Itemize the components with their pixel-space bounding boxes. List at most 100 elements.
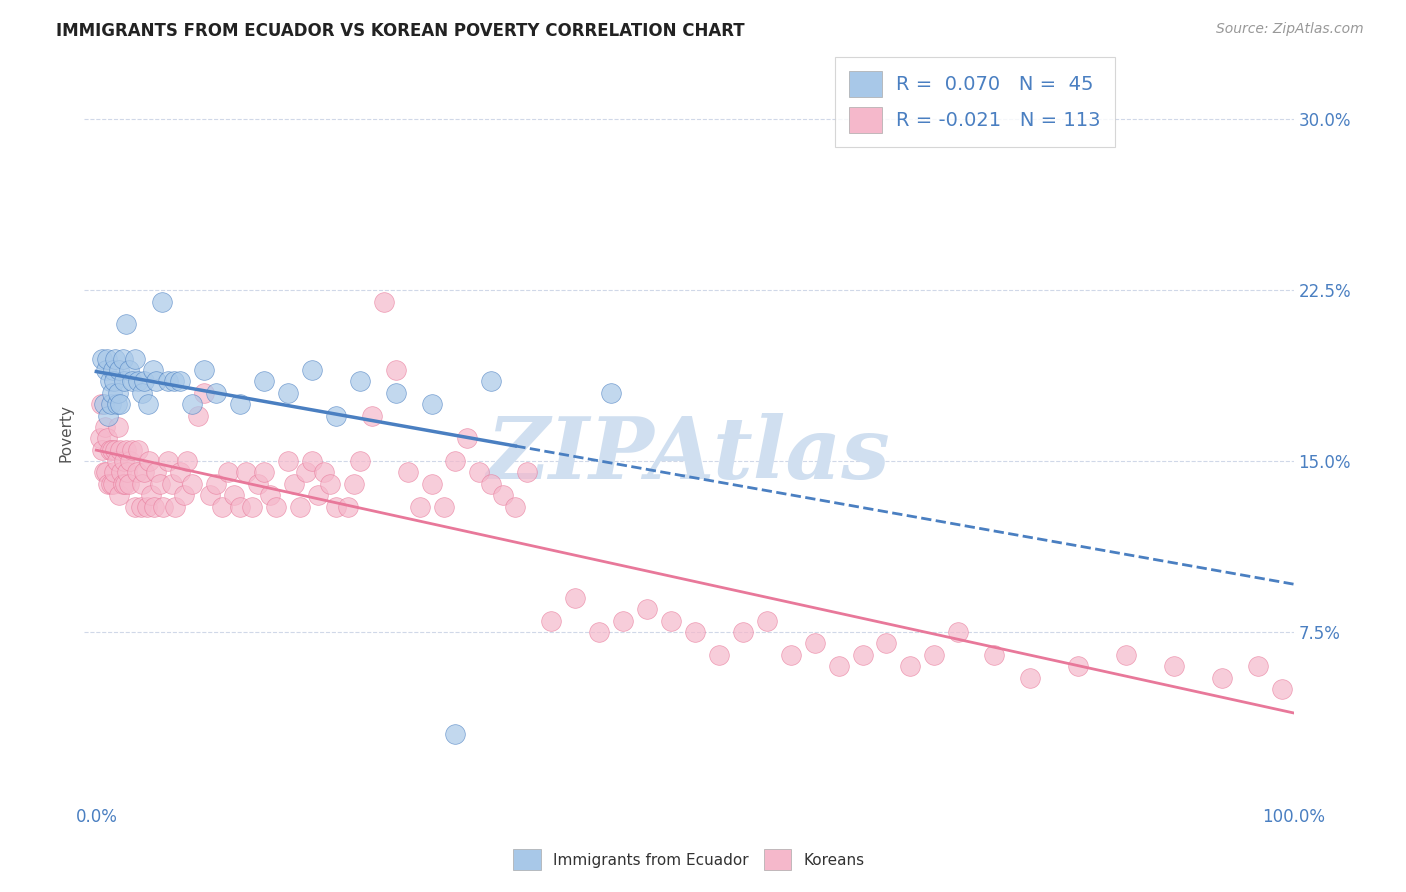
- Point: [803, 636, 825, 650]
- Point: [112, 375, 135, 389]
- Point: [124, 500, 146, 514]
- Point: [900, 659, 922, 673]
- Point: [343, 476, 366, 491]
- Point: [1246, 659, 1268, 673]
- Point: [277, 385, 299, 400]
- Point: [420, 397, 443, 411]
- Point: [91, 442, 114, 457]
- Point: [349, 375, 371, 389]
- Point: [540, 614, 562, 628]
- Point: [851, 648, 873, 662]
- Point: [94, 363, 117, 377]
- Point: [97, 409, 120, 423]
- Point: [277, 454, 299, 468]
- Point: [129, 500, 152, 514]
- Point: [707, 648, 730, 662]
- Point: [229, 397, 252, 411]
- Point: [193, 363, 215, 377]
- Point: [101, 363, 124, 377]
- Point: [875, 636, 897, 650]
- Point: [93, 397, 115, 411]
- Point: [141, 488, 163, 502]
- Point: [259, 488, 281, 502]
- Point: [360, 409, 382, 423]
- Point: [1019, 671, 1042, 685]
- Point: [101, 442, 124, 457]
- Point: [481, 375, 503, 389]
- Point: [779, 648, 801, 662]
- Point: [325, 409, 347, 423]
- Point: [659, 614, 682, 628]
- Point: [89, 431, 111, 445]
- Point: [253, 375, 276, 389]
- Point: [173, 488, 195, 502]
- Point: [105, 454, 128, 468]
- Y-axis label: Poverty: Poverty: [58, 403, 73, 462]
- Point: [420, 476, 443, 491]
- Point: [98, 442, 121, 457]
- Point: [384, 363, 406, 377]
- Point: [205, 476, 228, 491]
- Point: [432, 500, 454, 514]
- Point: [264, 500, 287, 514]
- Point: [160, 476, 183, 491]
- Point: [111, 351, 134, 366]
- Point: [111, 476, 134, 491]
- Point: [924, 648, 946, 662]
- Point: [1067, 659, 1090, 673]
- Point: [142, 363, 165, 377]
- Point: [135, 500, 157, 514]
- Point: [107, 385, 129, 400]
- Point: [948, 624, 970, 639]
- Point: [301, 363, 323, 377]
- Point: [198, 488, 221, 502]
- Point: [121, 375, 143, 389]
- Point: [115, 442, 138, 457]
- Point: [169, 466, 191, 480]
- Point: [105, 397, 128, 411]
- Point: [157, 375, 180, 389]
- Point: [94, 466, 117, 480]
- Point: [104, 442, 127, 457]
- Point: [564, 591, 586, 605]
- Point: [98, 375, 121, 389]
- Point: [145, 466, 167, 480]
- Point: [235, 466, 257, 480]
- Point: [107, 420, 129, 434]
- Point: [101, 385, 124, 400]
- Point: [100, 397, 122, 411]
- Point: [1270, 681, 1292, 696]
- Point: [127, 442, 149, 457]
- Point: [481, 476, 503, 491]
- Point: [118, 454, 141, 468]
- Point: [96, 431, 118, 445]
- Point: [110, 397, 132, 411]
- Point: [124, 351, 146, 366]
- Point: [312, 466, 335, 480]
- Point: [288, 500, 311, 514]
- Point: [307, 488, 329, 502]
- Point: [138, 454, 160, 468]
- Point: [755, 614, 778, 628]
- Point: [118, 363, 141, 377]
- Point: [93, 466, 115, 480]
- Point: [373, 294, 395, 309]
- Point: [222, 488, 245, 502]
- Point: [205, 385, 228, 400]
- Point: [169, 375, 191, 389]
- Point: [90, 397, 112, 411]
- Point: [319, 476, 342, 491]
- Point: [103, 375, 125, 389]
- Legend: Immigrants from Ecuador, Koreans: Immigrants from Ecuador, Koreans: [508, 843, 870, 877]
- Point: [683, 624, 706, 639]
- Point: [336, 500, 359, 514]
- Point: [114, 476, 136, 491]
- Point: [115, 318, 138, 332]
- Point: [1163, 659, 1185, 673]
- Point: [181, 476, 204, 491]
- Point: [253, 466, 276, 480]
- Point: [149, 476, 172, 491]
- Point: [131, 476, 153, 491]
- Point: [110, 442, 132, 457]
- Point: [163, 375, 186, 389]
